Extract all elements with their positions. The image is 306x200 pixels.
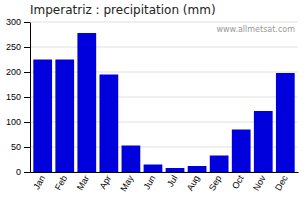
chart-title: Imperatriz : precipitation (mm)	[30, 3, 216, 17]
y-tick-label: 150	[6, 92, 21, 102]
x-tick-label: Oct	[230, 173, 246, 191]
x-tick-label: Nov	[251, 173, 268, 192]
bar	[77, 33, 96, 172]
y-tick-mark	[24, 172, 30, 173]
y-tick-label: 100	[6, 117, 21, 127]
y-tick: 150	[6, 92, 30, 102]
bar	[122, 146, 141, 173]
y-tick-mark	[24, 47, 30, 48]
x-tick: Jun	[142, 174, 158, 192]
x-tick-label: Mar	[75, 174, 91, 192]
x-tick: Mar	[75, 174, 91, 192]
annotation: www.allmetsat.com	[217, 25, 296, 34]
y-axis-line	[30, 23, 31, 173]
bar	[166, 168, 185, 172]
y-tick-mark	[24, 97, 30, 98]
y-tick: 200	[6, 67, 30, 77]
y-tick: 0	[16, 167, 30, 177]
bars	[33, 33, 294, 172]
x-tick: Dec	[273, 173, 290, 192]
x-tick-label: Dec	[273, 173, 290, 192]
x-tick-label: Feb	[53, 174, 69, 192]
bar	[33, 60, 52, 173]
x-tick: Nov	[251, 173, 268, 192]
x-tick: Feb	[53, 174, 69, 192]
bar	[254, 111, 273, 172]
y-tick-mark	[24, 22, 30, 23]
x-tick-label: Aug	[185, 174, 202, 193]
y-tick: 50	[11, 142, 30, 152]
y-tick: 100	[6, 117, 30, 127]
y-tick-label: 300	[6, 17, 21, 27]
x-tick: Jan	[31, 174, 47, 192]
bar	[99, 75, 118, 173]
chart-svg: 0 50 100 150 200 250 300 Jan Feb Mar AprMay Jun Jul A…	[0, 0, 306, 200]
bar	[144, 165, 163, 173]
x-axis: Jan Feb Mar AprMay Jun Jul Aug Sep Oct Nov Dec	[31, 173, 299, 194]
y-tick: 300	[6, 17, 30, 27]
x-tick-label: Jul	[165, 174, 179, 189]
x-tick: Jul	[165, 174, 179, 189]
x-tick: Apr	[98, 174, 114, 191]
x-tick-label: Jan	[31, 174, 47, 192]
x-tick-label: Jun	[142, 174, 158, 192]
x-tick: Aug	[185, 174, 202, 193]
y-tick-label: 200	[6, 67, 21, 77]
grid-line	[30, 47, 298, 48]
y-tick: 250	[6, 42, 30, 52]
chart-container: 0 50 100 150 200 250 300 Jan Feb Mar AprMay Jun Jul A…	[0, 0, 306, 200]
bar	[232, 130, 251, 173]
x-tick: Sep	[207, 174, 224, 193]
bar	[188, 166, 207, 172]
x-tick-label: Apr	[98, 174, 114, 191]
y-tick-label: 250	[6, 42, 21, 52]
x-axis-line	[31, 172, 299, 173]
grid	[30, 22, 298, 172]
x-tick: Oct	[230, 173, 246, 191]
bar	[210, 156, 229, 173]
plot-area: 0 50 100 150 200 250 300 Jan Feb Mar AprMay Jun Jul A…	[6, 17, 299, 193]
y-tick-mark	[24, 72, 30, 73]
bar	[276, 73, 295, 172]
x-tick: May	[118, 173, 135, 193]
y-tick-mark	[24, 147, 30, 148]
y-tick-label: 0	[16, 167, 21, 177]
x-tick-label: May	[118, 173, 135, 193]
y-axis: 0 50 100 150 200 250 300	[6, 17, 31, 177]
bar	[55, 60, 74, 173]
grid-line	[30, 22, 298, 23]
y-tick-label: 50	[11, 142, 21, 152]
y-tick-mark	[24, 122, 30, 123]
x-tick-label: Sep	[207, 174, 224, 193]
